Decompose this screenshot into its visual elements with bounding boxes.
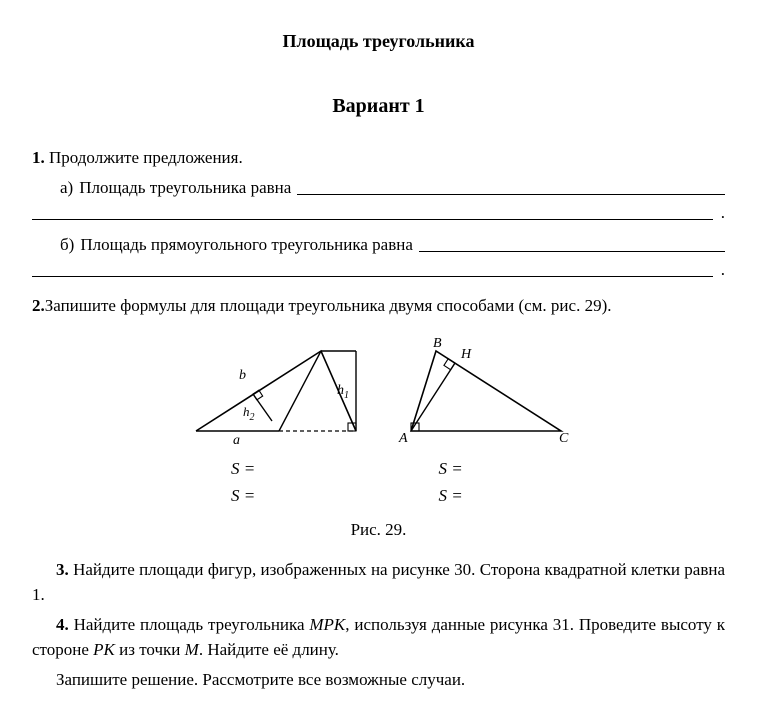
task1-intro-text: Продолжите предложения. <box>49 148 243 167</box>
triangle-right-svg: B H A C <box>391 336 576 451</box>
task1-a-text: Площадь треугольника равна <box>79 175 291 201</box>
task2-row: 2.Запишите формулы для площади треугольн… <box>32 293 725 319</box>
task1-b-text: Площадь прямоугольного треугольника равн… <box>80 232 413 258</box>
label-a: a <box>233 433 240 448</box>
label-H: H <box>460 347 472 362</box>
task3-row: 3. Найдите площади фигур, изображенных н… <box>32 557 725 608</box>
blank-fill <box>297 182 725 195</box>
task4-closing: Запишите решение. Рассмотрите все возмож… <box>32 667 725 693</box>
period: . <box>721 257 725 283</box>
formula-right: S = S = <box>409 455 559 509</box>
task4-row: 4. Найдите площадь треугольника MPK, исп… <box>32 612 725 663</box>
blank-fill <box>32 207 713 220</box>
figure-29-caption: Рис. 29. <box>32 517 725 543</box>
label-C: C <box>559 431 569 446</box>
blank-fill <box>419 239 725 252</box>
task1-a-label: а) <box>60 175 73 201</box>
task4-m: M <box>185 640 199 659</box>
label-A: A <box>398 431 408 446</box>
task4-text-after: . Найдите её длину. <box>199 640 339 659</box>
task1-num: 1. <box>32 148 45 167</box>
triangle-left-svg: b a h1 h2 <box>181 336 371 451</box>
task1-a-row2: . <box>32 200 725 226</box>
figure-29-right: B H A C S = S = <box>391 336 576 509</box>
task4-num: 4. <box>56 615 69 634</box>
formula-s-right-1: S = <box>439 456 559 482</box>
task3-num: 3. <box>56 560 69 579</box>
variant-heading: Вариант 1 <box>32 91 725 121</box>
task3-text: Найдите площади фигур, изображенных на р… <box>32 560 725 605</box>
task1-a-row: а) Площадь треугольника равна <box>60 175 725 201</box>
formula-left: S = S = <box>201 455 351 509</box>
task1-intro: 1. Продолжите предложения. <box>32 145 725 171</box>
label-B: B <box>433 336 442 351</box>
task4-mpk: MPK <box>309 615 345 634</box>
task1-b-row2: . <box>32 257 725 283</box>
formula-s-right-2: S = <box>439 483 559 509</box>
label-h2: h2 <box>243 404 255 423</box>
task4-text-mid2: из точки <box>115 640 185 659</box>
task1-b-row: б) Площадь прямоугольного треугольника р… <box>60 232 725 258</box>
task2-text: Запишите формулы для площади треугольник… <box>45 296 612 315</box>
task4-pk: PK <box>93 640 115 659</box>
task4-text-before: Найдите площадь треугольника <box>74 615 310 634</box>
page-title: Площадь треугольника <box>32 28 725 55</box>
formula-s-left-2: S = <box>231 483 351 509</box>
figure-29: b a h1 h2 S = S = B H A C <box>32 336 725 509</box>
task2-num: 2. <box>32 296 45 315</box>
formula-s-left-1: S = <box>231 456 351 482</box>
blank-fill <box>32 264 713 277</box>
task1-b-label: б) <box>60 232 74 258</box>
label-b: b <box>239 368 246 383</box>
figure-29-left: b a h1 h2 S = S = <box>181 336 371 509</box>
label-h1: h1 <box>337 383 349 401</box>
period: . <box>721 200 725 226</box>
